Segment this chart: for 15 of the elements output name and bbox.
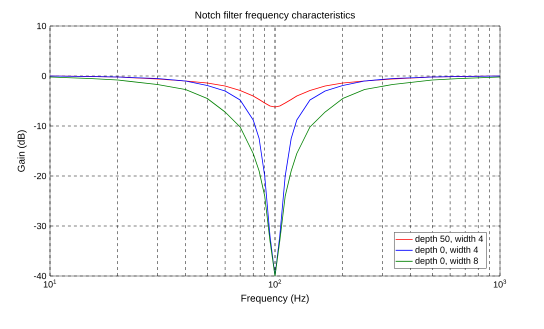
legend-label: depth 50, width 4	[415, 235, 484, 244]
x-tick-label: 10$^{1}$	[44, 280, 56, 288]
y-tick-label: -20	[34, 172, 46, 180]
y-axis-title: Gain (dB)	[17, 130, 27, 172]
y-tick-label: 10	[37, 22, 46, 30]
x-tick-label: 10$^{3}$	[494, 280, 506, 288]
legend-label: depth 0, width 8	[415, 257, 478, 266]
x-axis-title: Frequency (Hz)	[241, 294, 309, 304]
y-tick-label: 0	[42, 72, 46, 80]
legend-label: depth 0, width 4	[415, 246, 478, 255]
chart-title: Notch filter frequency characteristics	[196, 11, 355, 20]
y-tick-label: -40	[34, 272, 46, 280]
y-tick-label: -10	[34, 122, 46, 130]
x-tick-label: 10$^{2}$	[268, 280, 282, 288]
y-tick-label: -30	[34, 222, 46, 230]
